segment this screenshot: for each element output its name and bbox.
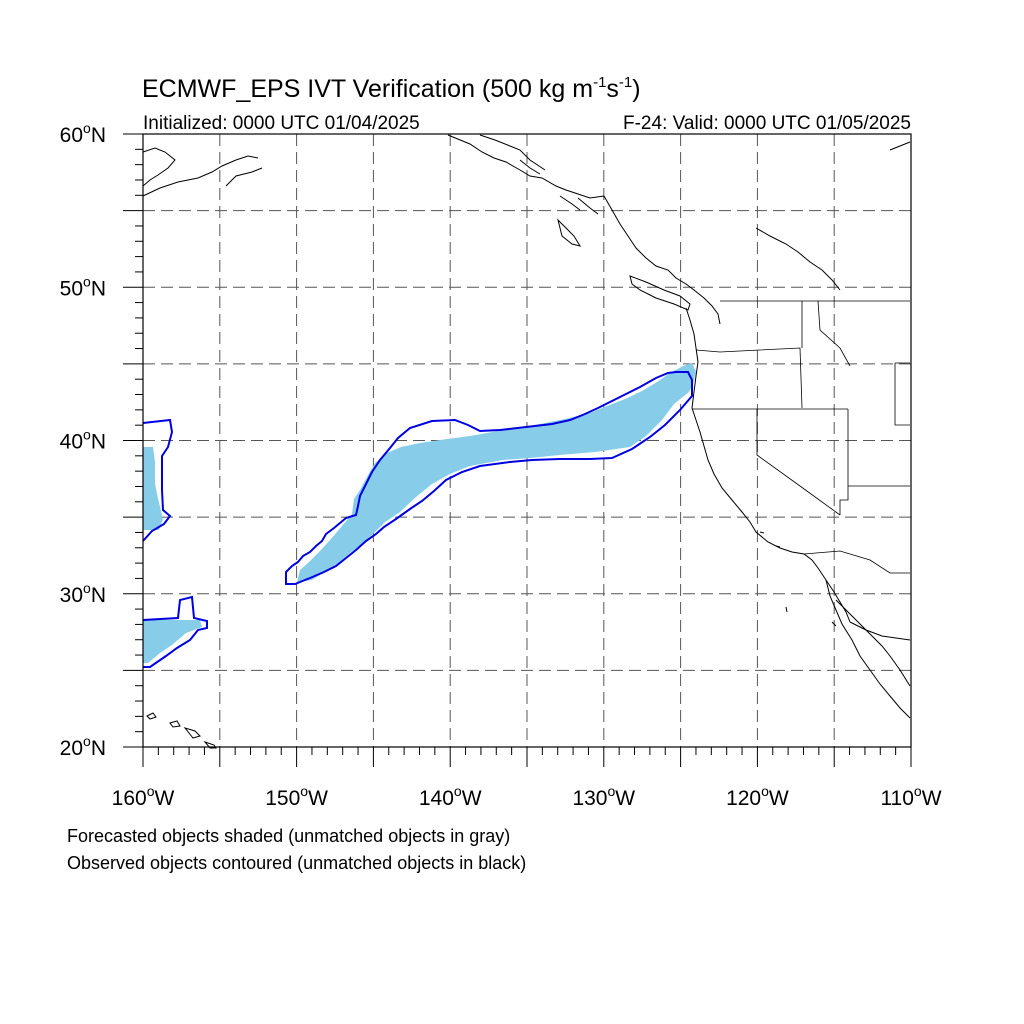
forecast-objects (143, 363, 696, 663)
lat-label: 20oN (60, 733, 106, 760)
id-border (801, 300, 851, 367)
channel-islands (759, 531, 837, 627)
forecast-object-west-north (143, 447, 163, 530)
longitude-labels: 160oW 150oW 140oW 130oW 120oW 110oW (112, 783, 942, 810)
canada-coast-east (755, 141, 911, 291)
lon-label: 110oW (880, 783, 941, 810)
observed-object-main (285, 371, 693, 585)
us-mexico-border (803, 550, 910, 574)
lat-label: 30oN (60, 580, 106, 607)
lat-label: 60oN (60, 120, 106, 147)
baja-california (825, 579, 911, 719)
initialized-label: Initialized: 0000 UTC 01/04/2025 (143, 113, 420, 134)
ca-nv-border (756, 409, 841, 516)
hawaii-islands (146, 712, 217, 749)
axis-ticks (123, 133, 912, 767)
lon-label: 140oW (419, 783, 482, 810)
observed-objects (142, 371, 693, 668)
footer-forecast-note: Forecasted objects shaded (unmatched obj… (67, 826, 510, 846)
state-boundaries (692, 300, 910, 574)
gulf-coast (849, 621, 911, 641)
valid-time-label: F-24: Valid: 0000 UTC 01/05/2025 (623, 113, 911, 134)
bc-islands (519, 159, 599, 247)
vancouver-island (629, 275, 691, 311)
bc-coast (603, 195, 721, 325)
nv-ut-border (839, 409, 849, 515)
latitude-labels: 60oN 50oN 40oN 30oN 20oN (60, 120, 106, 760)
lat-label: 50oN (60, 273, 106, 300)
forecast-object-main (297, 363, 696, 582)
lon-label: 130oW (572, 783, 635, 810)
lon-label: 160oW (112, 783, 175, 810)
lon-label: 150oW (265, 783, 328, 810)
lon-label: 120oW (726, 783, 789, 810)
footer-observed-note: Observed objects contoured (unmatched ob… (67, 853, 526, 873)
alaska-coast (142, 134, 605, 199)
wy-border (894, 362, 910, 426)
observed-object-west-north (142, 418, 174, 542)
observed-object-west-south (142, 595, 208, 668)
coastlines (142, 134, 911, 749)
map-area (123, 133, 912, 767)
forecast-object-west-south (143, 620, 202, 663)
lat-label: 40oN (60, 427, 106, 454)
wa-or-border (695, 347, 803, 409)
us-west-coast (685, 307, 851, 623)
figure-title: ECMWF_EPS IVT Verification (500 kg m-1s-… (142, 74, 641, 103)
